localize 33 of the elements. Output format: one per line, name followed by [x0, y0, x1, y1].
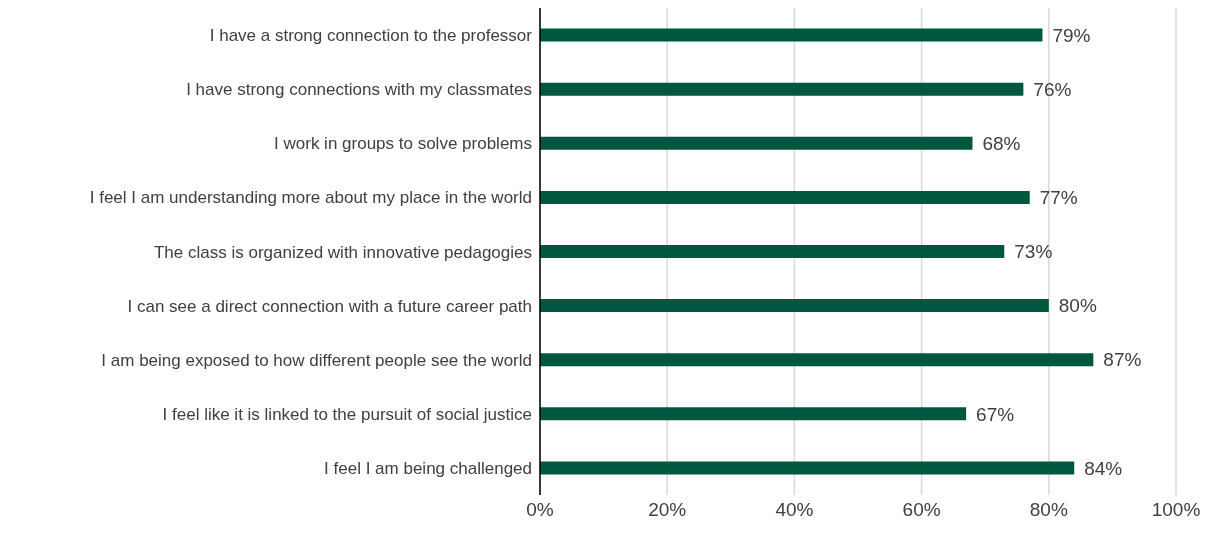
- bar: [540, 299, 1049, 313]
- bar: [540, 245, 1005, 259]
- x-tick-label: 100%: [1151, 499, 1201, 521]
- data-label: 80%: [1058, 295, 1097, 317]
- y-tick-label: The class is organized with innovative pedagogies: [153, 242, 532, 262]
- data-label: 87%: [1103, 349, 1142, 371]
- bar: [540, 28, 1043, 42]
- data-label: 73%: [1014, 241, 1053, 263]
- data-label: 84%: [1084, 457, 1123, 479]
- data-label: 68%: [982, 133, 1021, 155]
- bar: [540, 461, 1075, 475]
- bar: [540, 407, 967, 421]
- x-tick-label: 40%: [775, 499, 814, 521]
- bar: [540, 82, 1024, 96]
- y-tick-label: I work in groups to solve problems: [274, 134, 532, 154]
- bar: [540, 136, 973, 150]
- y-tick-label: I feel I am being challenged: [324, 458, 532, 478]
- y-tick-label: I have a strong connection to the professor: [209, 26, 533, 46]
- data-label: 79%: [1052, 24, 1091, 46]
- bar: [540, 190, 1030, 204]
- x-tick-label: 0%: [526, 499, 554, 521]
- y-tick-label: I can see a direct connection with a future career path: [127, 296, 532, 316]
- y-tick-label: I am being exposed to how different people see the world: [101, 350, 532, 370]
- x-tick-label: 80%: [1029, 499, 1068, 521]
- x-tick-label: 60%: [902, 499, 941, 521]
- data-label: 77%: [1039, 187, 1078, 209]
- data-label: 67%: [976, 403, 1015, 425]
- data-label: 76%: [1033, 78, 1072, 100]
- x-tick-label: 20%: [648, 499, 687, 521]
- y-tick-label: I feel I am understanding more about my place in the world: [89, 188, 532, 208]
- y-tick-label: I feel like it is linked to the pursuit of social justice: [162, 404, 532, 424]
- bar: [540, 353, 1094, 367]
- y-tick-label: I have strong connections with my classmates: [186, 80, 532, 100]
